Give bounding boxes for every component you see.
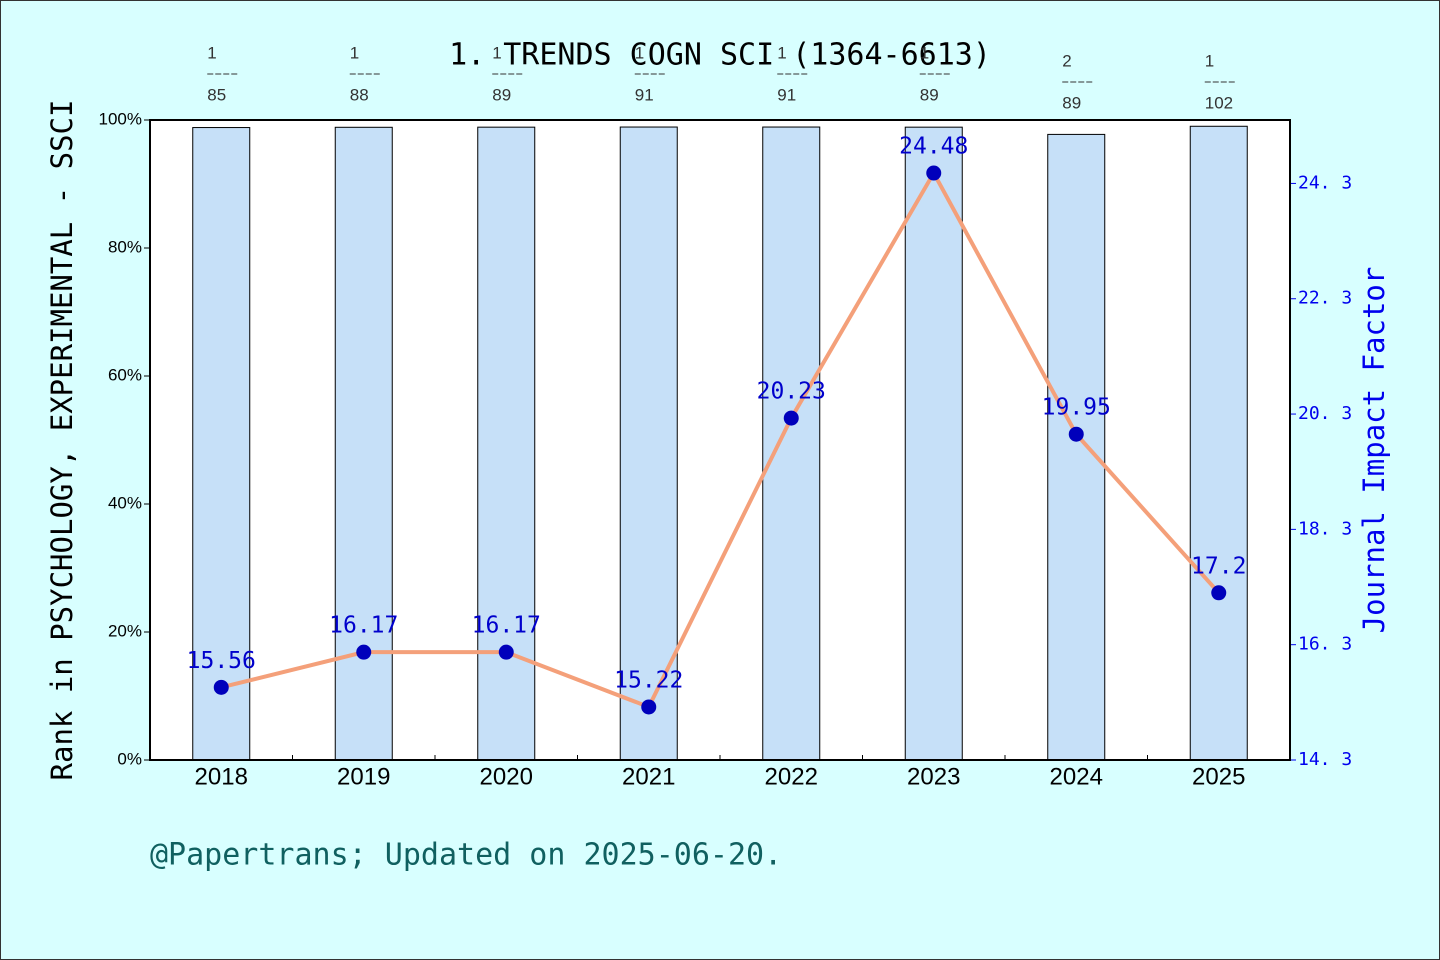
rank-denominator: 89	[920, 85, 939, 104]
rank-denominator: 89	[1062, 93, 1081, 112]
rank-denominator: 91	[635, 85, 654, 104]
x-tick-label: 2020	[480, 763, 533, 790]
rank-denominator: 88	[350, 85, 369, 104]
rank-numerator: 1	[350, 43, 359, 62]
x-tick-label: 2024	[1050, 763, 1103, 790]
y2-axis-label: Journal Impact Factor	[1357, 267, 1391, 634]
y-tick-label: 20%	[108, 621, 142, 640]
line	[220, 168, 1221, 710]
rank-numerator: 1	[492, 43, 501, 62]
x-tick-label: 2021	[622, 763, 675, 790]
y2-tick-label: 16. 3	[1298, 634, 1352, 655]
rank-numerator: 1	[777, 43, 786, 62]
marker	[641, 699, 657, 715]
bar	[619, 126, 678, 761]
value-label: 19.95	[1042, 395, 1111, 421]
footer: @Papertrans; Updated on 2025-06-20.	[150, 838, 782, 873]
bar	[1047, 133, 1106, 761]
value-label: 20.23	[757, 379, 826, 405]
bar	[192, 127, 251, 761]
rank-numerator: 1	[1205, 51, 1214, 70]
rank-numerator: 1	[207, 43, 216, 62]
value-label: 24.48	[899, 134, 968, 160]
rank-denominator: 85	[207, 85, 226, 104]
rank-denominator: 102	[1205, 93, 1233, 112]
value-label: 17.2	[1191, 553, 1246, 579]
y-tick-label: 80%	[108, 237, 142, 256]
y2-tick-label: 24. 3	[1298, 172, 1352, 193]
marker	[783, 410, 799, 426]
chart-title: 1. TRENDS COGN SCI (1364-6613)	[449, 38, 991, 73]
value-label: 15.22	[614, 667, 683, 693]
y-tick-label: 60%	[108, 365, 142, 384]
bar	[1189, 125, 1248, 761]
value-label: 16.17	[472, 613, 541, 639]
marker	[926, 165, 942, 181]
marker	[1068, 426, 1084, 442]
x-tick-label: 2022	[765, 763, 818, 790]
marker	[213, 679, 229, 695]
y-tick-label: 40%	[108, 493, 142, 512]
bar	[762, 126, 821, 761]
y2-tick-label: 18. 3	[1298, 518, 1352, 539]
marker	[356, 644, 372, 660]
y2-tick-label: 20. 3	[1298, 403, 1352, 424]
x-tick-label: 2018	[195, 763, 248, 790]
x-tick-label: 2023	[907, 763, 960, 790]
y-tick-label: 0%	[117, 749, 142, 768]
bar	[334, 126, 393, 761]
marker	[498, 644, 514, 660]
bar	[477, 126, 536, 761]
rank-numerator: 1	[635, 43, 644, 62]
rank-denominator: 89	[492, 85, 511, 104]
rank-numerator: 2	[1062, 51, 1071, 70]
y2-tick-label: 22. 3	[1298, 288, 1352, 309]
value-label: 15.56	[187, 648, 256, 674]
rank-numerator: 1	[920, 43, 929, 62]
y2-tick-label: 14. 3	[1298, 749, 1352, 770]
bar	[904, 126, 963, 761]
plot-frame	[149, 119, 1291, 761]
x-tick-label: 2025	[1192, 763, 1245, 790]
y-tick-label: 100%	[99, 109, 142, 128]
y-axis-label: Rank in PSYCHOLOGY, EXPERIMENTAL - SSCI	[45, 100, 79, 781]
marker	[1211, 585, 1227, 601]
x-tick-label: 2019	[337, 763, 390, 790]
rank-denominator: 91	[777, 85, 796, 104]
value-label: 16.17	[329, 613, 398, 639]
